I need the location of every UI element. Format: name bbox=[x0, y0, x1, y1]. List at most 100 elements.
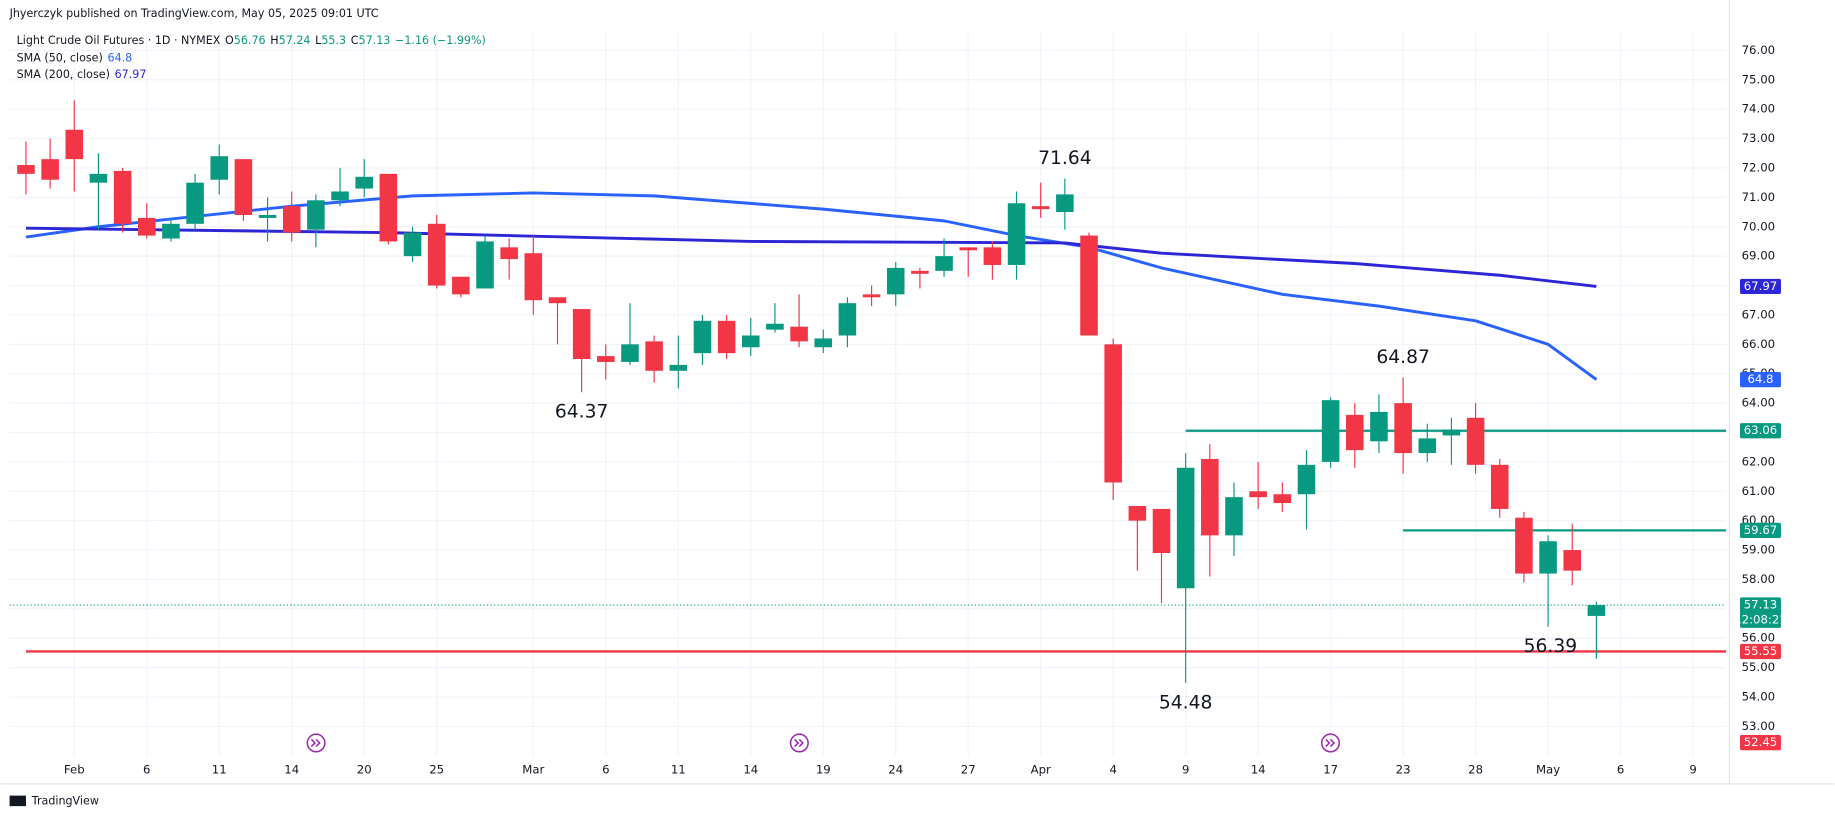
price-tag-label: 64.8 bbox=[1747, 372, 1773, 386]
candle-body bbox=[911, 270, 929, 274]
candle bbox=[717, 314, 736, 360]
candle-body bbox=[814, 338, 833, 348]
symbol: Light Crude Oil Futures · 1D · NYMEX bbox=[17, 34, 221, 47]
candle bbox=[1297, 450, 1316, 530]
candle bbox=[1490, 458, 1509, 518]
candle-body bbox=[983, 247, 1002, 265]
candle-body bbox=[548, 297, 567, 304]
candle bbox=[403, 226, 422, 263]
x-tick-label: 20 bbox=[357, 762, 372, 776]
candle-body bbox=[717, 320, 736, 354]
candle bbox=[959, 247, 977, 277]
candle bbox=[500, 238, 518, 280]
y-tick-label: 67.00 bbox=[1742, 307, 1775, 321]
x-tick-label: 19 bbox=[816, 762, 831, 776]
candle bbox=[983, 241, 1002, 280]
y-tick-label: 53.00 bbox=[1742, 719, 1775, 733]
legend-sma200: SMA (200, close) 67.97 bbox=[17, 68, 147, 81]
x-tick-label: 17 bbox=[1323, 762, 1338, 776]
candle bbox=[862, 285, 881, 307]
candle bbox=[1104, 338, 1122, 501]
candle-body bbox=[331, 191, 349, 201]
candle bbox=[282, 191, 301, 242]
x-tick-label: 25 bbox=[429, 762, 444, 776]
candle-body bbox=[17, 165, 35, 174]
candle-body bbox=[65, 129, 84, 160]
candle-body bbox=[1031, 206, 1050, 210]
event-icons bbox=[306, 733, 1341, 753]
candle bbox=[258, 197, 277, 242]
candle bbox=[427, 214, 446, 289]
candle bbox=[234, 159, 253, 221]
candle bbox=[1466, 403, 1485, 474]
price-annotation: 64.87 bbox=[1376, 347, 1430, 368]
brand: TradingView bbox=[31, 794, 99, 807]
candle bbox=[17, 141, 35, 195]
candle-body bbox=[234, 159, 253, 215]
y-tick-label: 59.00 bbox=[1742, 543, 1775, 557]
candle-body bbox=[1201, 458, 1219, 536]
candle bbox=[1249, 461, 1267, 509]
candle bbox=[1587, 601, 1606, 659]
candle bbox=[693, 314, 712, 365]
x-tick-label: 14 bbox=[743, 762, 758, 776]
legend-value: 67.97 bbox=[115, 68, 147, 81]
y-tick-label: 69.00 bbox=[1742, 249, 1775, 263]
candle bbox=[452, 276, 470, 298]
y-tick-label: 55.00 bbox=[1742, 660, 1775, 674]
y-tick-label: 64.00 bbox=[1742, 396, 1775, 410]
candle-body bbox=[186, 182, 204, 224]
candle-body bbox=[162, 223, 180, 239]
brand-logo: TradingView bbox=[9, 794, 99, 807]
legend-sma50: SMA (50, close) 64.8 bbox=[17, 51, 133, 64]
grid bbox=[9, 32, 1726, 756]
candle bbox=[766, 303, 784, 333]
candle-body bbox=[403, 232, 422, 257]
sma-line bbox=[25, 226, 1597, 288]
candle-body bbox=[282, 206, 301, 233]
candle-body bbox=[258, 214, 277, 218]
candle bbox=[331, 167, 349, 207]
candle-body bbox=[1539, 541, 1557, 574]
candle-body bbox=[379, 173, 398, 242]
candle-body bbox=[1225, 497, 1243, 536]
candle-body bbox=[1128, 505, 1147, 521]
price-annotation: 54.48 bbox=[1159, 692, 1213, 713]
price-tag-label: 59.67 bbox=[1744, 523, 1777, 537]
candle bbox=[838, 297, 857, 348]
candle-body bbox=[1321, 400, 1340, 462]
candle-body bbox=[500, 247, 518, 260]
x-tick-label: 28 bbox=[1468, 762, 1483, 776]
candle-body bbox=[1515, 517, 1533, 574]
legend-ohlc: Light Crude Oil Futures · 1D · NYMEX O56.… bbox=[17, 34, 486, 47]
candle bbox=[1321, 397, 1340, 468]
x-tick-label: 6 bbox=[602, 762, 609, 776]
x-tick-label: 9 bbox=[1689, 762, 1696, 776]
x-tick-label: May bbox=[1536, 762, 1560, 776]
x-tick-label: 23 bbox=[1396, 762, 1411, 776]
candle-body bbox=[959, 247, 977, 251]
candle-body bbox=[355, 176, 373, 189]
x-tick-label: 27 bbox=[961, 762, 976, 776]
price-tag-label: 55.55 bbox=[1744, 644, 1777, 658]
candle bbox=[1418, 423, 1437, 462]
candle-body bbox=[137, 217, 156, 236]
candle bbox=[355, 159, 373, 198]
price-annotation: 64.37 bbox=[555, 402, 609, 423]
candle-body bbox=[597, 356, 615, 362]
candle bbox=[1201, 444, 1219, 577]
candle-body bbox=[766, 323, 784, 330]
x-tick-label: 24 bbox=[888, 762, 903, 776]
candle bbox=[1370, 394, 1388, 454]
candle bbox=[790, 294, 808, 348]
candle bbox=[572, 309, 591, 393]
high-value: 57.24 bbox=[279, 34, 311, 47]
candle bbox=[1442, 417, 1461, 465]
candle-body bbox=[1056, 194, 1074, 213]
candle-body bbox=[427, 223, 446, 286]
price-tag-label: 57.13 bbox=[1744, 598, 1777, 612]
candle-body bbox=[1176, 467, 1195, 589]
low-value: 55.3 bbox=[321, 34, 346, 47]
candle-body bbox=[742, 335, 760, 348]
